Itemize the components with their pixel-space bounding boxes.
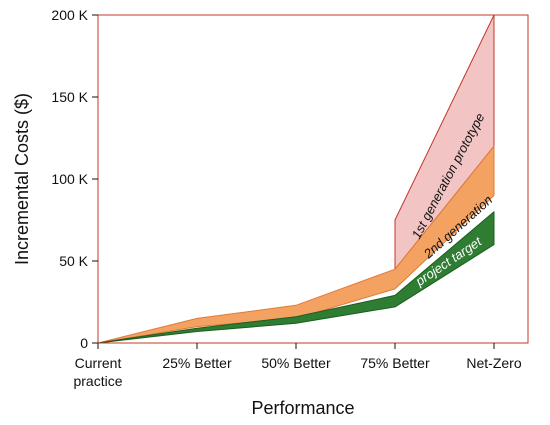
- y-tick-label: 0: [80, 335, 88, 351]
- y-tick-label: 150 K: [51, 89, 88, 105]
- y-axis-ticks: 0 50 K 100 K 150 K 200 K: [51, 7, 98, 351]
- x-axis-title: Performance: [251, 398, 354, 418]
- y-tick-label: 100 K: [51, 171, 88, 187]
- x-tick-label: Current practice: [73, 355, 122, 389]
- x-tick-label: 50% Better: [261, 355, 331, 371]
- x-tick-label: 75% Better: [360, 355, 430, 371]
- x-axis-ticks: Current practice 25% Better 50% Better 75% B…: [73, 343, 522, 389]
- y-tick-label: 50 K: [59, 253, 88, 269]
- x-tick-label: 25% Better: [162, 355, 232, 371]
- bands: [97, 14, 495, 344]
- x-tick-label: Net-Zero: [466, 355, 521, 371]
- band-project-target: [97, 211, 495, 344]
- y-axis-title: Incremental Costs ($): [12, 93, 32, 265]
- y-tick-label: 200 K: [51, 7, 88, 23]
